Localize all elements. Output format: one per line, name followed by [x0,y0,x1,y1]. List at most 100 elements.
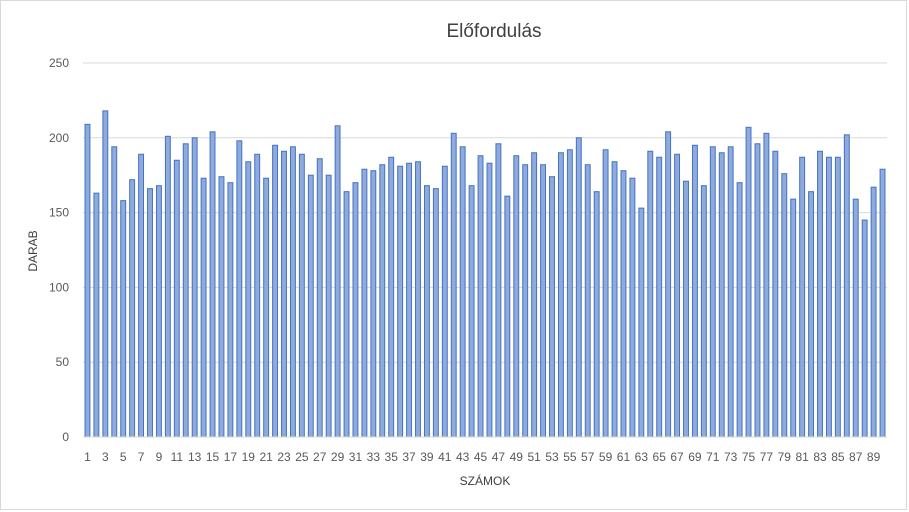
bar [763,132,770,438]
x-tick-label: 23 [277,450,291,464]
y-axis-title: DARAB [26,230,40,271]
gridlines [83,62,887,363]
x-tick-label: 89 [867,450,881,464]
bar [450,132,457,438]
x-tick-label: 45 [474,450,488,464]
bar [209,131,216,438]
x-axis-ticks: 1 3 5 7 9 11 13 15 17 19 21 23 25 27 29 31 33 35 37 39 41 43 4… [84,450,880,464]
bar [272,144,279,438]
x-tick-label: 77 [760,450,774,464]
x-tick-label: 37 [402,450,416,464]
bar [155,185,162,438]
bar [182,143,189,438]
bar [93,192,100,438]
bar [218,176,225,438]
bar [191,137,198,438]
bar [620,170,627,438]
bar [727,146,734,438]
x-tick-label: 41 [438,450,452,464]
bar [388,156,395,438]
x-tick-label: 25 [295,450,309,464]
x-tick-label: 87 [849,450,863,464]
bar [84,123,91,438]
bar [834,156,841,438]
bar [111,146,118,438]
bar [432,188,439,438]
x-tick-label: 19 [242,450,256,464]
x-tick-label: 21 [259,450,273,464]
bar [325,174,332,438]
x-tick-label: 27 [313,450,327,464]
x-tick-label: 55 [563,450,577,464]
bar [665,131,672,438]
x-tick-label: 59 [599,450,613,464]
x-tick-label: 85 [831,450,845,464]
bar [147,188,153,438]
bar [522,164,529,438]
bar [566,149,573,438]
bar [164,135,171,438]
x-tick-label: 69 [688,450,702,464]
bar [477,155,484,438]
bar [575,137,582,438]
bar [736,182,743,438]
x-tick-label: 71 [706,450,720,464]
x-tick-label: 75 [742,450,756,464]
bar [870,186,877,438]
bar [263,177,270,438]
bar [406,162,413,438]
bar [227,182,234,438]
bar [120,200,127,438]
bar [772,150,779,438]
x-tick-label: 35 [385,450,399,464]
bar [745,126,752,438]
bar [415,161,421,438]
x-tick-label: 17 [224,450,238,464]
bar [504,195,511,438]
y-tick-label: 200 [49,131,69,145]
x-tick-label: 81 [795,450,809,464]
bar [316,158,323,438]
bar [468,185,475,438]
x-tick-label: 51 [527,450,541,464]
bar [808,191,815,438]
x-tick-label: 47 [492,450,506,464]
x-tick-label: 29 [331,450,345,464]
bar [861,219,868,438]
x-tick-label: 7 [138,450,145,464]
x-tick-label: 49 [510,450,524,464]
bar [557,152,564,438]
x-tick-label: 15 [206,450,220,464]
bar [647,150,654,438]
x-tick-label: 1 [84,450,91,464]
x-tick-label: 13 [188,450,202,464]
x-tick-label: 39 [420,450,434,464]
x-tick-label: 63 [635,450,649,464]
bar [352,182,359,438]
bar [817,150,823,438]
bar [700,185,707,438]
x-tick-label: 53 [545,450,559,464]
bar [584,164,591,438]
bar [611,161,618,438]
bar [307,174,314,438]
bar [709,146,716,438]
x-tick-label: 57 [581,450,595,464]
x-axis-title: SZÁMOK [460,473,511,488]
bar [200,177,207,438]
bar [379,164,386,438]
bar [656,156,663,438]
bar [531,152,538,438]
chart-title: Előfordulás [446,21,541,42]
bar [825,156,832,438]
x-tick-label: 83 [813,450,827,464]
x-tick-label: 33 [367,450,381,464]
bar [245,161,252,438]
bar [790,198,797,438]
bar [459,146,466,438]
bar [754,143,761,438]
bar [674,153,681,438]
y-tick-label: 150 [49,206,69,220]
bars [84,110,886,438]
